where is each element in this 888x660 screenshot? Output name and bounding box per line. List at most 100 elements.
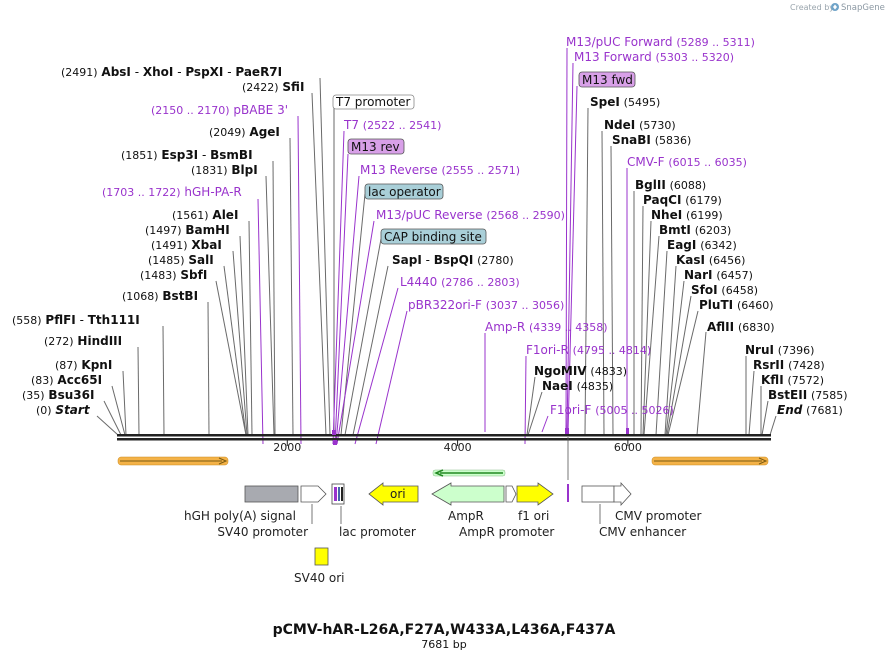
sv40-ori-feature [314, 547, 329, 566]
enzyme-label-group: (2491) AbsI - XhoI - PspXI - PaeR7I (242… [12, 65, 848, 417]
leader-hgh-pa-r [257, 198, 264, 445]
box-m13-rev: M13 rev [347, 138, 405, 155]
enzyme-label-kasi: KasI (6456) [676, 253, 745, 267]
enzyme-label-esp3i: (1851) Esp3I - BsmBI [121, 148, 253, 162]
leader-bmti [643, 235, 660, 436]
box-lac-operator: lac operator [364, 183, 444, 200]
leader-m13puc-reverse [336, 220, 375, 445]
ticks: 2000 4000 6000 [273, 440, 642, 454]
leader-sfii [311, 92, 327, 436]
leader-end [769, 415, 777, 436]
orf-arrow-left [117, 456, 229, 466]
leader-t7 [332, 130, 345, 445]
enzyme-label-acc65i: (83) Acc65I [31, 373, 102, 387]
box-cap-binding-site: CAP binding site [380, 228, 487, 245]
svg-text:T7 promoter: T7 promoter [335, 95, 411, 109]
green-arrow [432, 469, 506, 477]
leader-m13-fwd [567, 85, 578, 433]
enzyme-label-kpni: (87) KpnI [55, 358, 112, 372]
enzyme-label-start: (0) Start [36, 403, 91, 417]
enzyme-label-kfli: KflI (7572) [761, 373, 824, 387]
cmv-promoter-feature [613, 481, 632, 507]
primer-label-pbr322ori-f: pBR322ori-F (3037 .. 3056) [408, 298, 564, 312]
enzyme-label-absi: (2491) AbsI - XhoI - PspXI - PaeR7I [61, 65, 282, 79]
orf-arrow-right [651, 456, 769, 466]
primer-label-t7: T7 (2522 .. 2541) [343, 118, 441, 132]
primer-label-m13-reverse: M13 Reverse (2555 .. 2571) [360, 163, 520, 177]
enzyme-label-snabi: SnaBI (5836) [612, 133, 691, 147]
leader-m13-rev [334, 153, 349, 445]
enzyme-label-ngomiv: NgoMIV (4833) [534, 364, 627, 378]
enzyme-label-bsu36i: (35) Bsu36I [22, 388, 94, 402]
leader-cap-site [344, 238, 382, 436]
enzyme-label-bglii: BglII (6088) [635, 178, 706, 192]
lac-promoter-label: lac promoter [339, 525, 416, 539]
sv40-ori-label: SV40 ori [294, 571, 345, 585]
leader-bsu36i [103, 400, 122, 436]
hgh-polya-label: hGH poly(A) signal [184, 509, 296, 523]
leader-l4440 [354, 287, 399, 445]
ampr-promoter-label: AmpR promoter [459, 525, 554, 539]
leader-hindiii [137, 346, 140, 436]
lac-region-feature [331, 483, 345, 505]
f1-ori-label: f1 ori [518, 509, 549, 523]
leader-paqci [640, 205, 644, 436]
primer-label-f1ori-f: F1ori-F (5005 .. 5026) [550, 403, 674, 417]
leader-naei [527, 391, 543, 436]
backbone [117, 434, 771, 441]
box-t7-promoter: T7 promoter [332, 94, 415, 110]
enzyme-label-rsrii: RsrII (7428) [753, 358, 825, 372]
enzyme-label-bmti: BmtI (6203) [659, 223, 731, 237]
leader-bamhi [239, 235, 249, 436]
leader-acc65i [111, 385, 126, 436]
leader-m13-forward [566, 62, 574, 433]
primer-label-pbabe3: (2150 .. 2170) pBABE 3' [151, 103, 288, 117]
enzyme-label-blpi: (1831) BlpI [191, 163, 258, 177]
enzyme-label-bstbi: (1068) BstBI [122, 289, 198, 303]
enzyme-label-bsteii: BstEII (7585) [768, 388, 848, 402]
svg-text:M13 rev: M13 rev [351, 140, 400, 154]
leader-pluti [667, 310, 699, 436]
leader-pflfi [162, 325, 165, 436]
primer-marks [332, 428, 629, 445]
enzyme-label-nari: NarI (6457) [684, 268, 753, 282]
enzyme-label-bamhi: (1497) BamHI [145, 223, 230, 237]
primer-label-m13puc-forward: M13/pUC Forward (5289 .. 5311) [566, 35, 755, 49]
cmv-enhancer-feature [581, 485, 615, 503]
leader-absi [319, 77, 331, 436]
leader-xbai [232, 250, 248, 436]
primer-label-m13-forward: M13 Forward (5303 .. 5320) [574, 50, 734, 64]
enzyme-label-hindiii: (272) HindIII [44, 334, 122, 348]
enzyme-label-sapi: SapI - BspQI (2780) [392, 253, 514, 267]
leader-blpi [265, 175, 275, 436]
svg-text:lac operator: lac operator [368, 185, 441, 199]
cmv-promoter-label: CMV promoter [615, 509, 702, 523]
feature-labels: hGH poly(A) signal SV40 promoter lac pro… [184, 487, 702, 585]
enzyme-label-xbai: (1491) XbaI [151, 238, 222, 252]
enzyme-label-sfii: (2422) SfiI [242, 80, 304, 94]
enzyme-label-eagi: EagI (6342) [667, 238, 737, 252]
primer-label-group: (2150 .. 2170) pBABE 3' (1703 .. 1722) h… [102, 35, 755, 417]
enzyme-label-pflfi: (558) PflFI - Tth111I [12, 313, 140, 327]
svg-text:CAP binding site: CAP binding site [384, 230, 482, 244]
leader-bstbi [207, 301, 210, 436]
enzyme-leader-lines [96, 77, 777, 436]
tick-label-2000: 2000 [273, 441, 301, 454]
leader-sali [223, 265, 247, 436]
map-length-label: 7681 bp [421, 638, 466, 651]
enzyme-label-end: End (7681) [777, 403, 843, 417]
leader-sfoi [666, 295, 692, 436]
ori-feature [368, 482, 419, 506]
boxed-feature-group: T7 promoter M13 rev lac operator CAP bin… [332, 71, 636, 245]
ampr-label: AmpR [448, 509, 484, 523]
leader-f1ori-f [541, 415, 549, 433]
ampr-promoter-feature [505, 485, 517, 503]
ori-label: ori [390, 487, 406, 501]
sv40-promoter-label: SV40 promoter [217, 525, 308, 539]
feature-leader-lines [311, 437, 601, 524]
leader-ngomiv [526, 376, 536, 436]
primer-label-f1ori-r: F1ori-R (4795 .. 4814) [526, 343, 651, 357]
leader-bsteii [761, 400, 769, 436]
leader-sapi [352, 265, 389, 436]
